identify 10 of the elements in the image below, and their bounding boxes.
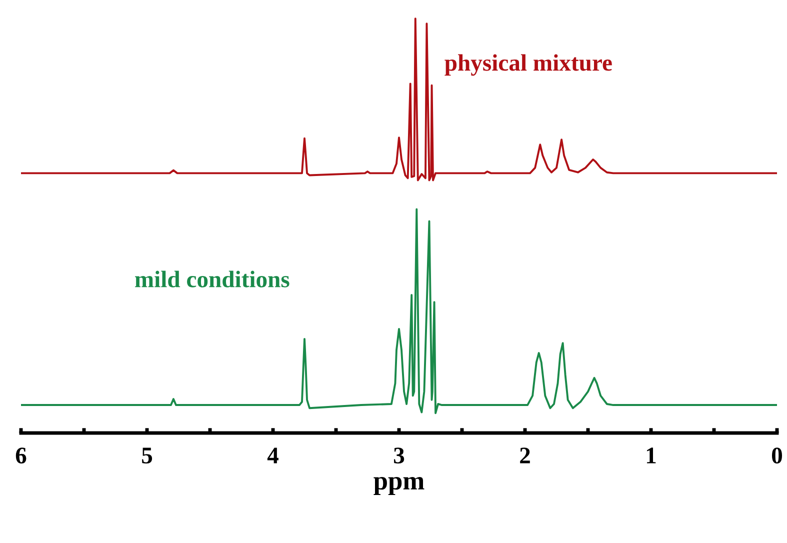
text: mild conditions — [135, 270, 290, 288]
x-tick-label: 5 — [142, 448, 152, 464]
x-tick-label: 6 — [16, 448, 26, 464]
x-tick-label: 0 — [772, 448, 782, 464]
series-label: physical mixture — [444, 54, 612, 76]
x-tick-label: 4 — [267, 448, 278, 464]
x-tick-label: 1 — [646, 448, 656, 464]
x-axis-title: ppm — [374, 476, 424, 496]
x-tick-label: 2 — [520, 448, 530, 464]
x-tick-label: 3 — [394, 448, 404, 464]
